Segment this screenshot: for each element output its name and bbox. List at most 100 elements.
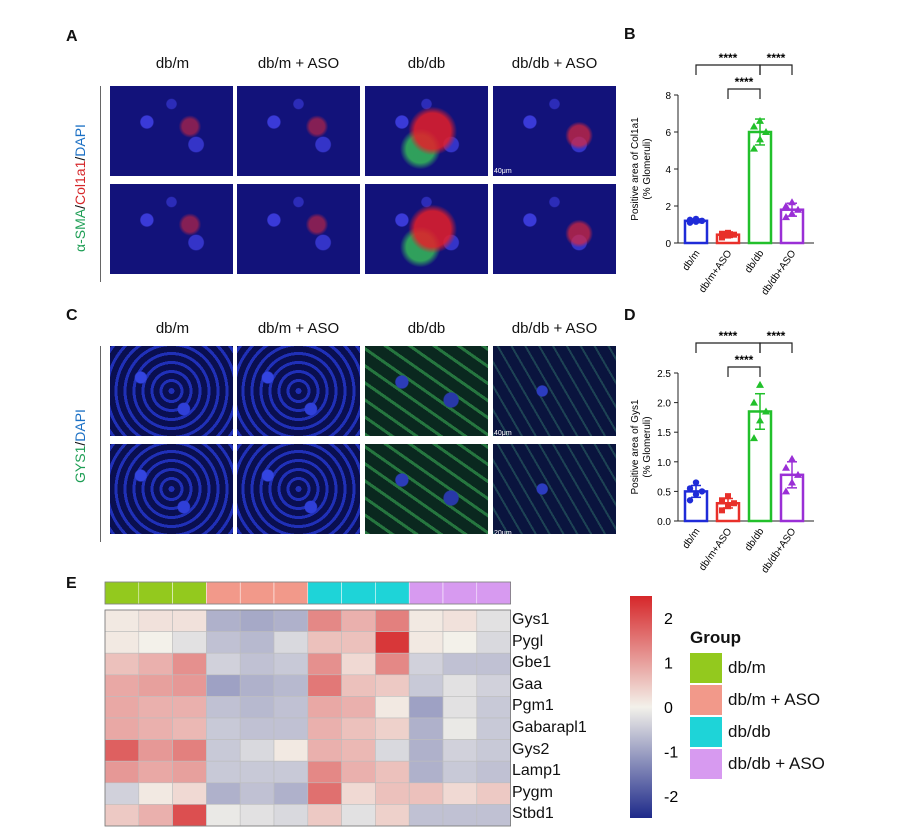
heatmap-cell [476,674,511,697]
heatmap-cell [239,804,275,827]
d-sig-bracket-3 [727,366,761,377]
colorbar-tick-label: -1 [664,744,678,761]
column-label-c-4: db/db + ASO [511,320,598,337]
d-point [782,487,790,495]
a-micrograph-r2-c3 [365,184,488,274]
panel-letter-b: B [624,26,636,43]
heatmap-cell [375,609,410,632]
d-point [750,398,758,406]
a-micrograph-r1-c3 [365,86,488,176]
heatmap-cell [239,631,275,654]
heatmap-row-label: Gbe1 [512,654,552,672]
colorbar-tick-label: 0 [664,700,673,717]
heatmap-cell [104,696,140,719]
a-micrograph-r2-c2 [237,184,360,274]
heatmap-cell [341,631,376,654]
heatmap-cell [172,760,207,784]
heatmap-cell [408,674,444,697]
heatmap-cell [442,674,478,697]
legend-swatch-db-db-aso [690,749,722,779]
heatmap-cell [307,631,342,654]
c-micrograph-r1-c3 [365,346,488,436]
heatmap-cell [206,609,241,632]
c-micrograph-r2-c2 [237,444,360,534]
heatmap-cell [307,804,342,827]
heatmap-cell [341,696,376,719]
b-y-tick-label: 2 [665,202,671,213]
column-label-a-3: db/db [407,55,446,72]
legend-swatch-db-m [690,653,722,683]
heatmap-cell [239,782,275,805]
heatmap-cell [341,717,376,740]
heatmap-cell [476,696,511,719]
heatmap-cell [341,760,376,784]
heatmap-cell [104,782,140,805]
heatmap-cell [307,652,342,676]
c-micrograph-r2-c1 [110,444,233,534]
heatmap-cell [239,717,275,740]
heatmap-row-label: Gaa [512,675,543,693]
heatmap-cell [375,782,410,805]
heatmap-cell [206,674,241,697]
b-sig-label-2: **** [767,51,786,65]
d-y-tick-label: 0.5 [657,487,671,498]
b-point [756,116,764,124]
d-y-label-1: Positive area of Gys1 [630,399,641,494]
d-y-tick-label: 0.0 [657,517,671,528]
heatmap-cell [138,696,173,719]
heatmap-group-cell [476,581,511,605]
heatmap-group-cell [442,581,478,605]
b-point [782,202,790,209]
heatmap-cell [408,696,444,719]
heatmap-row-label: Pgm1 [512,697,554,715]
column-label-c-2: db/m + ASO [257,320,340,337]
a-micrograph-r1-c2 [237,86,360,176]
colorbar-gradient [630,596,652,818]
heatmap-cell [273,674,309,697]
panel-letter-e: E [66,575,77,592]
heatmap-cell [138,717,173,740]
c-micrograph-r1-c4 [493,346,616,436]
d-point [719,497,725,504]
d-point [698,488,706,495]
heatmap-cell [172,739,207,762]
d-point [756,416,764,424]
heatmap-cell [104,652,140,676]
d-sig-label-2: **** [767,329,786,343]
heatmap-cell [273,804,309,827]
column-label-a-2: db/m + ASO [257,55,340,72]
heatmap-group-cell [138,581,173,605]
b-sig-bracket-1 [695,64,761,75]
d-sig-bracket-1 [695,342,761,353]
heatmap-cell [239,674,275,697]
heatmap-cell [307,739,342,762]
b-x-tick-label-1: db/m [681,248,703,273]
heatmap-cell [341,652,376,676]
b-point [788,209,796,217]
b-point [692,215,700,223]
c-micrograph-r2-c3 [365,444,488,534]
c-micrograph-r1-c1 [110,346,233,436]
group-legend: Group db/m db/m + ASO db/db db/db + ASO [690,628,825,780]
heatmap-cell [138,674,173,697]
d-x-tick-label-2: db/m+ASO [697,526,734,573]
heatmap-cell [476,631,511,654]
heatmap-cell [172,782,207,805]
heatmap-group-cell [172,581,207,605]
d-point [782,463,790,471]
heatmap-cell [375,760,410,784]
d-point [725,493,731,500]
panel-letter-d: D [624,307,636,324]
heatmap-cell [442,804,478,827]
heatmap-cell [273,717,309,740]
heatmap-row-label: Gys2 [512,740,550,758]
d-y-tick-label: 2.0 [657,399,671,410]
a-micrograph-r2-c4 [493,184,616,274]
heatmap-cell [476,782,511,805]
d-x-tick-label-3: db/db [743,526,767,553]
a-micrograph-r2-c1 [110,184,233,274]
b-y-tick-label: 4 [665,165,671,176]
group-legend-item-4: db/db + ASO [690,748,825,780]
d-y-tick-label: 1.0 [657,458,671,469]
d-point [692,479,700,486]
